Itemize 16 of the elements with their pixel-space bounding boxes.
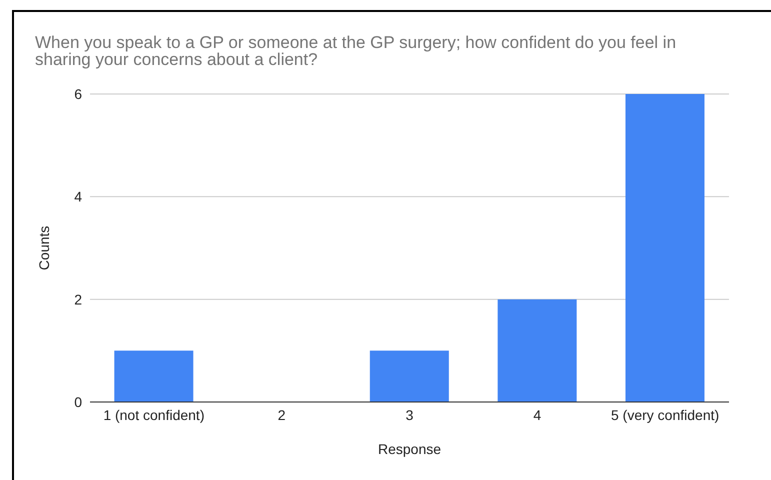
- chart-title: When you speak to a GP or someone at the GP surgery; how confident do you feel in sharing your concerns about a client?: [35, 33, 678, 69]
- x-tick-label: 1 (not confident): [103, 406, 204, 423]
- bar: [114, 350, 194, 402]
- x-tick-label: 4: [533, 406, 542, 423]
- y-axis-title: Counts: [36, 226, 52, 270]
- x-tick-label: 2: [278, 406, 286, 423]
- x-tick-label: 5 (very confident): [611, 406, 720, 423]
- bar: [625, 94, 704, 402]
- y-tick-label: 6: [74, 86, 82, 102]
- bar: [370, 350, 449, 402]
- x-axis-title: Response: [378, 441, 442, 457]
- y-tick-label: 4: [74, 188, 82, 205]
- x-tick-label: 3: [406, 406, 414, 423]
- y-tick-label: 0: [74, 394, 82, 410]
- y-tick-label: 2: [74, 291, 82, 308]
- bar: [498, 299, 577, 402]
